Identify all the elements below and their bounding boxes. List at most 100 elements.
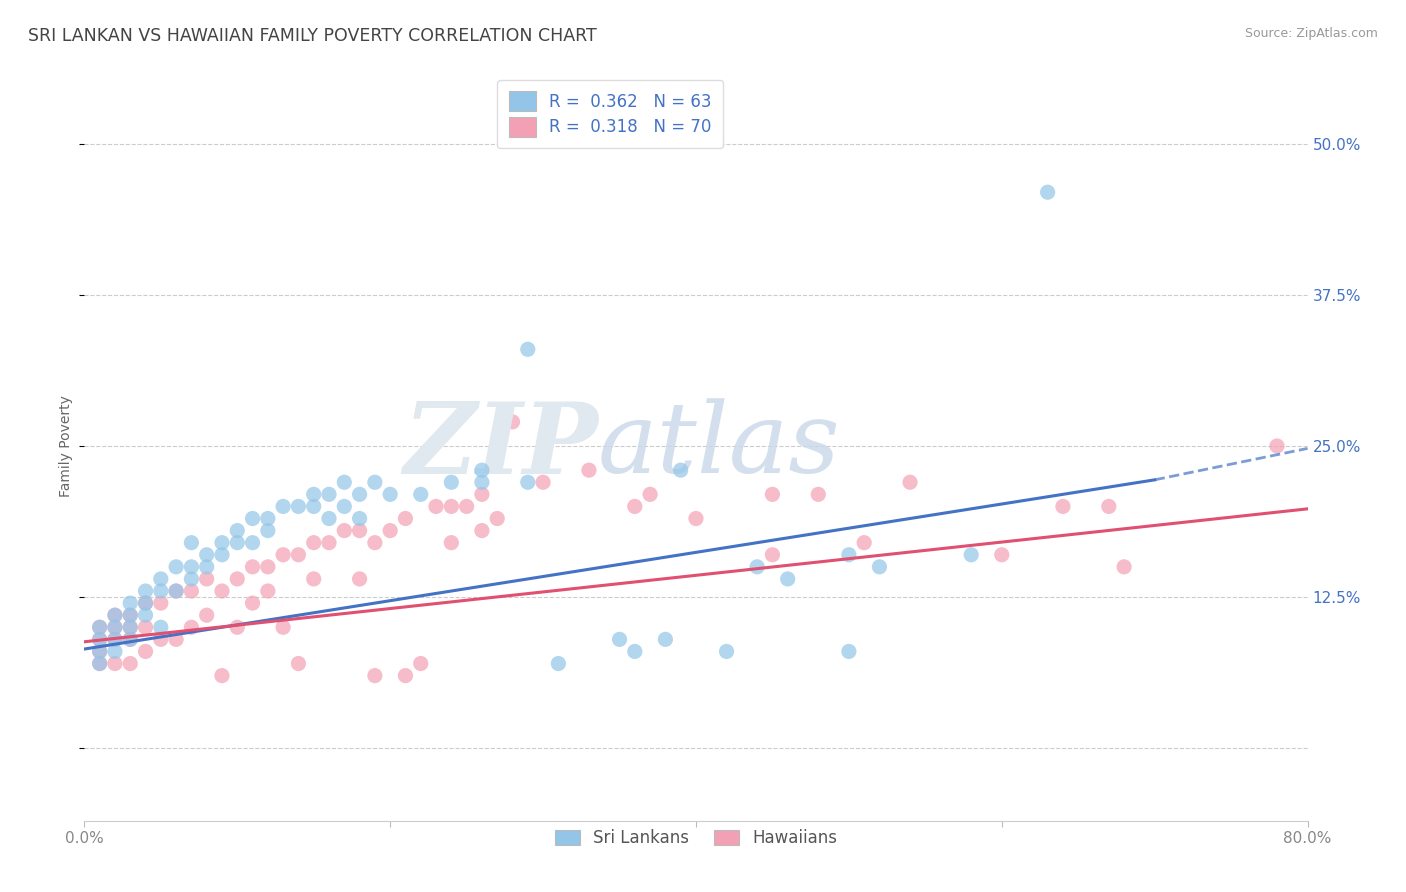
Point [287, 500, 309, 514]
Point [364, 475, 387, 490]
Point [135, 596, 157, 610]
Point [242, 596, 264, 610]
Point [1098, 500, 1121, 514]
Point [89, 620, 111, 634]
Point [89, 644, 111, 658]
Point [471, 524, 494, 538]
Point [302, 535, 325, 549]
Text: ZIP: ZIP [404, 398, 598, 494]
Point [609, 632, 631, 647]
Point [165, 584, 187, 599]
Point [349, 524, 371, 538]
Point [180, 559, 202, 574]
Point [242, 511, 264, 525]
Point [195, 572, 218, 586]
Point [333, 524, 356, 538]
Point [456, 500, 478, 514]
Point [180, 535, 202, 549]
Point [135, 620, 157, 634]
Point [838, 644, 860, 658]
Point [853, 535, 876, 549]
Point [318, 487, 340, 501]
Point [120, 620, 142, 634]
Point [1036, 185, 1059, 199]
Point [195, 608, 218, 623]
Point [409, 657, 432, 671]
Point [257, 511, 280, 525]
Point [991, 548, 1014, 562]
Point [104, 608, 127, 623]
Point [898, 475, 921, 490]
Point [440, 475, 463, 490]
Point [195, 548, 218, 562]
Point [471, 463, 494, 477]
Y-axis label: Family Poverty: Family Poverty [59, 395, 73, 497]
Point [120, 632, 142, 647]
Point [149, 620, 172, 634]
Point [195, 559, 218, 574]
Point [349, 487, 371, 501]
Point [89, 657, 111, 671]
Point [302, 487, 325, 501]
Point [135, 596, 157, 610]
Point [349, 572, 371, 586]
Point [135, 584, 157, 599]
Point [669, 463, 692, 477]
Point [120, 596, 142, 610]
Point [380, 487, 402, 501]
Point [747, 559, 769, 574]
Point [104, 644, 127, 658]
Point [120, 608, 142, 623]
Point [333, 500, 356, 514]
Point [287, 548, 309, 562]
Point [364, 668, 387, 682]
Point [654, 632, 676, 647]
Point [761, 548, 783, 562]
Point [394, 668, 416, 682]
Point [271, 620, 294, 634]
Point [547, 657, 569, 671]
Point [89, 620, 111, 634]
Point [578, 463, 600, 477]
Point [242, 559, 264, 574]
Point [776, 572, 799, 586]
Point [318, 511, 340, 525]
Text: atlas: atlas [598, 399, 841, 493]
Point [716, 644, 738, 658]
Point [89, 644, 111, 658]
Point [149, 572, 172, 586]
Point [104, 620, 127, 634]
Point [425, 500, 447, 514]
Point [120, 620, 142, 634]
Point [120, 632, 142, 647]
Point [211, 535, 233, 549]
Point [226, 524, 249, 538]
Point [180, 584, 202, 599]
Point [120, 657, 142, 671]
Point [807, 487, 830, 501]
Point [271, 548, 294, 562]
Point [104, 657, 127, 671]
Point [104, 632, 127, 647]
Point [502, 415, 524, 429]
Point [440, 535, 463, 549]
Point [226, 535, 249, 549]
Point [180, 572, 202, 586]
Point [364, 535, 387, 549]
Point [516, 475, 538, 490]
Point [226, 572, 249, 586]
Point [409, 487, 432, 501]
Point [120, 608, 142, 623]
Point [638, 487, 661, 501]
Point [1265, 439, 1288, 453]
Point [380, 524, 402, 538]
Point [135, 608, 157, 623]
Point [211, 548, 233, 562]
Point [149, 584, 172, 599]
Point [149, 596, 172, 610]
Point [302, 572, 325, 586]
Point [104, 632, 127, 647]
Point [104, 608, 127, 623]
Point [838, 548, 860, 562]
Point [394, 511, 416, 525]
